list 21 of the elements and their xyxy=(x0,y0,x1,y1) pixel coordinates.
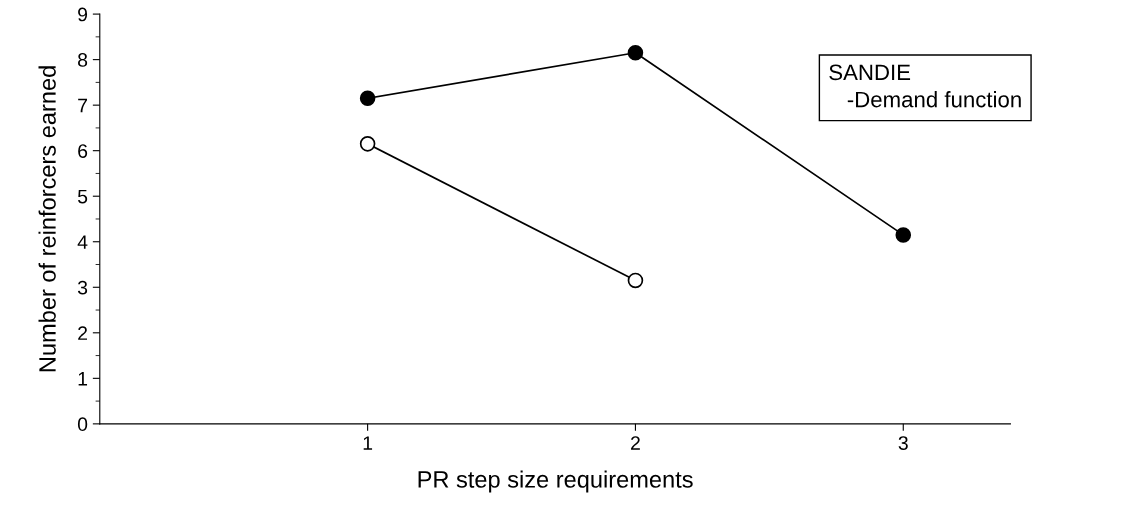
y-tick-label: 3 xyxy=(77,280,88,295)
y-tick-label: 2 xyxy=(78,326,88,340)
x-axis-title: PR step size requirements xyxy=(418,470,693,493)
y-tick-label: 7 xyxy=(78,98,88,113)
y-axis-title: Number of reinforcers earned xyxy=(38,66,56,372)
y-tick-label: 0 xyxy=(77,417,88,432)
x-tick-label: 1 xyxy=(363,436,373,450)
y-tick-label: 8 xyxy=(78,53,88,67)
y-tick-label: 9 xyxy=(78,7,88,22)
point xyxy=(895,227,912,243)
point xyxy=(359,136,376,152)
point xyxy=(627,45,644,61)
y-tick-label: 5 xyxy=(77,189,88,204)
annotation: SANDIE -Demand function xyxy=(829,64,1021,108)
point xyxy=(627,272,644,289)
point xyxy=(359,90,376,107)
y-tick-label: 4 xyxy=(77,235,88,249)
x-tick-label: 2 xyxy=(631,436,640,450)
y-tick-label: 1 xyxy=(78,372,88,386)
x-tick-label: 3 xyxy=(898,436,908,450)
y-tick-label: 6 xyxy=(78,144,88,158)
